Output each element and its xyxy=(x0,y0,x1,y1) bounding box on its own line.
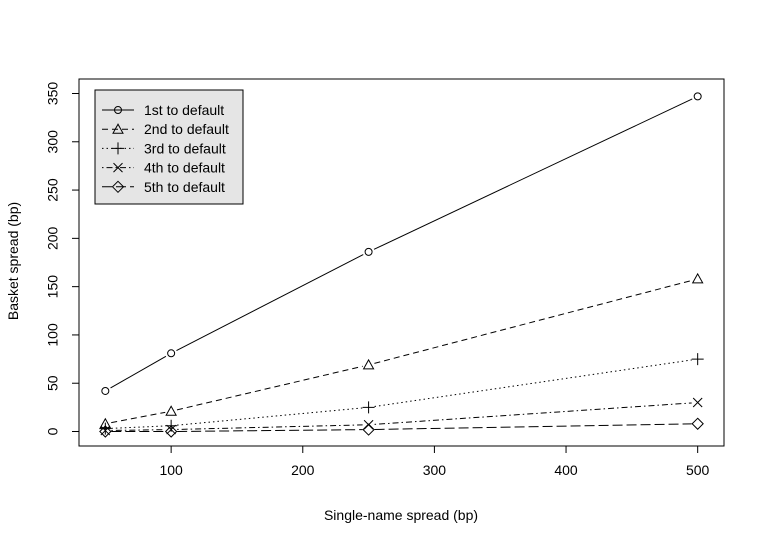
legend-item: 4th to default xyxy=(102,160,225,176)
data-point-cross xyxy=(166,424,176,435)
series-line-segment xyxy=(374,279,692,364)
series-5 xyxy=(99,417,704,438)
legend-box xyxy=(94,89,244,205)
data-point-diamond xyxy=(99,425,112,438)
legend-label: 2nd to default xyxy=(144,121,229,137)
data-point-plus xyxy=(362,401,375,414)
legend-label: 3rd to default xyxy=(144,140,226,156)
legend: 1st to default 2nd to default 3rd to defau… xyxy=(94,89,244,205)
data-point-circle xyxy=(101,386,110,395)
series-line-segment xyxy=(111,429,166,431)
y-tick-label: 50 xyxy=(45,375,61,391)
x-axis-title: Single-name spread (bp) xyxy=(324,507,478,523)
x-tick-label: 300 xyxy=(423,462,447,478)
axes: 100 200 300 400 500 0 50 100 150 200 250 300 350 xyxy=(45,78,725,478)
legend-symbol-plus xyxy=(112,142,124,155)
y-tick-label: 250 xyxy=(45,178,61,202)
legend-label: 5th to default xyxy=(144,179,225,195)
legend-symbol-diamond xyxy=(111,180,125,194)
series-line-segment xyxy=(176,365,363,411)
series-line-segment xyxy=(374,359,692,407)
series-line-segment xyxy=(177,424,363,430)
y-tick-label: 0 xyxy=(45,427,61,435)
series-line-segment xyxy=(110,355,167,389)
series-line-segment xyxy=(177,429,363,432)
series-1 xyxy=(101,92,702,395)
data-point-triangle xyxy=(362,358,375,370)
legend-item: 5th to default xyxy=(102,179,225,195)
y-tick-label: 300 xyxy=(45,130,61,154)
x-tick-label: 100 xyxy=(159,462,183,478)
legend-item: 3rd to default xyxy=(102,140,226,156)
y-axis-title: Basket spread (bp) xyxy=(5,202,21,320)
series-3 xyxy=(99,353,704,435)
legend-item: 2nd to default xyxy=(102,121,229,137)
legend-symbol-triangle xyxy=(112,123,124,134)
legend-symbol-circle xyxy=(114,106,122,114)
x-tick-label: 200 xyxy=(291,462,315,478)
y-tick-label: 350 xyxy=(45,82,61,106)
y-tick-label: 100 xyxy=(45,323,61,347)
data-point-plus xyxy=(99,422,112,435)
data-point-cross xyxy=(692,397,703,408)
data-point-circle xyxy=(364,247,373,256)
x-tick-label: 500 xyxy=(686,462,710,478)
data-point-diamond xyxy=(691,417,704,430)
series-line-segment xyxy=(111,411,166,424)
legend-label: 4th to default xyxy=(144,160,225,176)
y-tick-label: 150 xyxy=(45,275,61,299)
x-tick-label: 400 xyxy=(554,462,578,478)
series-2 xyxy=(99,272,704,429)
data-point-plus xyxy=(691,353,704,366)
legend-symbol-cross xyxy=(113,162,123,173)
data-point-circle xyxy=(693,92,702,101)
series-line-segment xyxy=(373,98,693,250)
plot-frame xyxy=(78,78,725,447)
data-point-triangle xyxy=(691,272,704,284)
series-line-segment xyxy=(176,254,364,351)
data-point-circle xyxy=(167,349,176,358)
data-point-diamond xyxy=(362,423,375,436)
data-point-diamond xyxy=(164,425,178,438)
legend-item: 1st to default xyxy=(102,102,224,118)
legend-label: 1st to default xyxy=(144,102,224,118)
series-line-segment xyxy=(177,407,363,426)
series-line-segment xyxy=(374,402,692,425)
series-line-segment xyxy=(111,425,166,429)
data-point-triangle xyxy=(165,405,177,416)
y-tick-label: 200 xyxy=(45,226,61,250)
plot-marks xyxy=(99,92,704,438)
series-line-segment xyxy=(374,423,692,430)
series-4 xyxy=(100,397,703,436)
